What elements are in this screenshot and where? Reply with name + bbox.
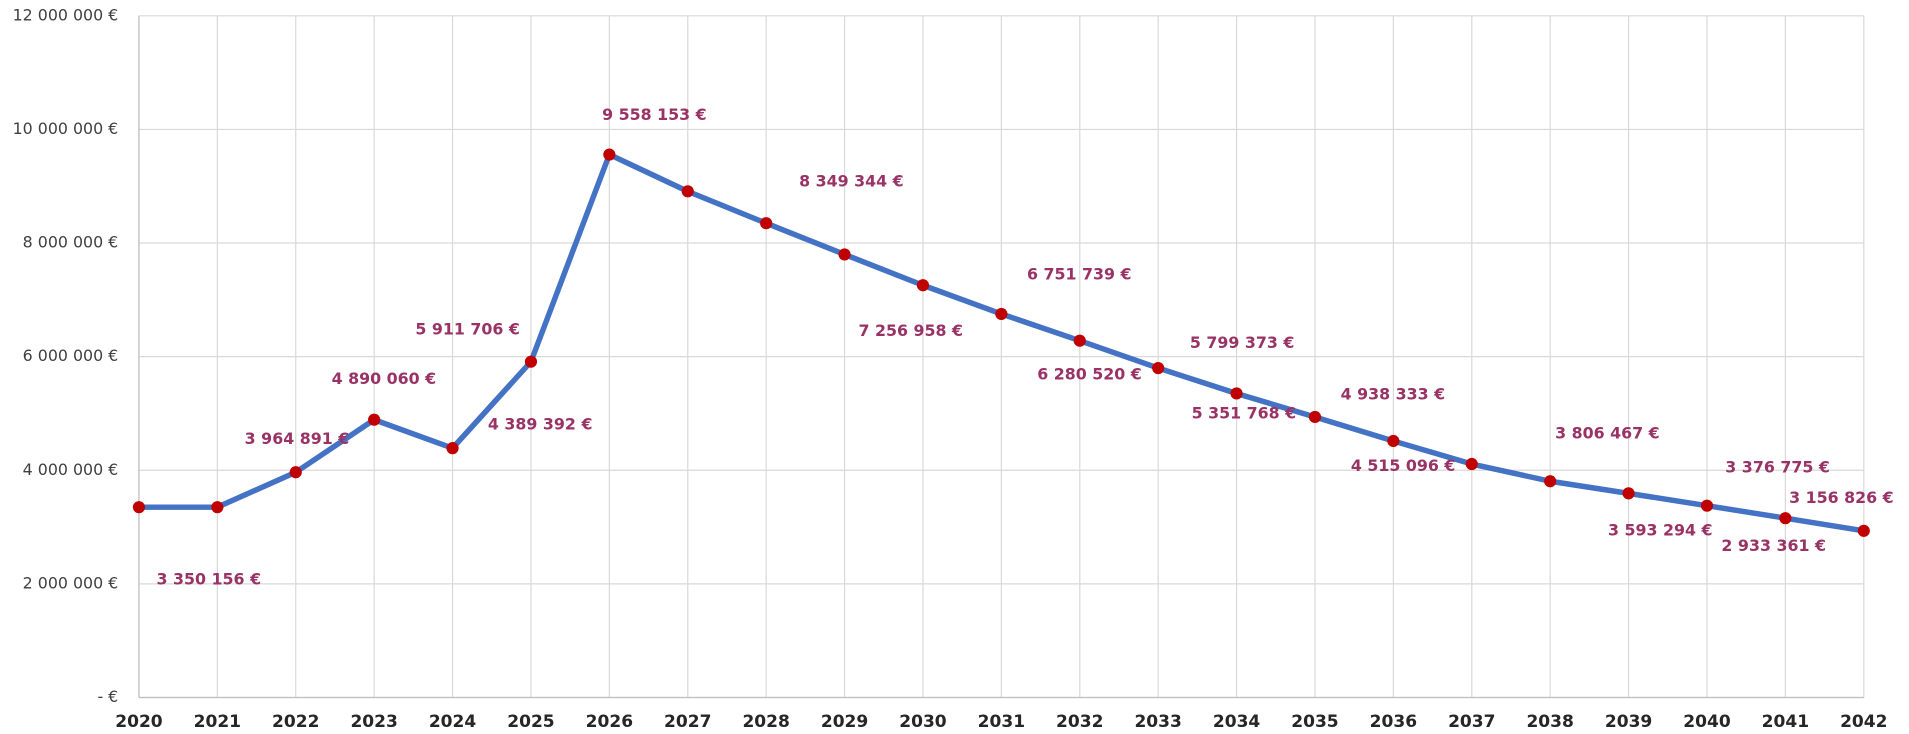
marker	[368, 413, 381, 426]
marker	[1544, 475, 1557, 488]
x-tick-label: 2030	[899, 712, 947, 732]
x-tick-label: 2026	[586, 712, 633, 732]
marker	[838, 248, 851, 261]
marker	[1387, 434, 1400, 448]
marker	[1308, 410, 1322, 424]
x-tick-label: 2042	[1840, 712, 1887, 732]
data-label: 6 751 739 €	[1027, 264, 1132, 283]
data-label: 8 349 344 €	[799, 171, 904, 190]
data-label: 6 280 520 €	[1037, 364, 1142, 383]
marker	[1073, 334, 1086, 347]
x-tick-label: 2032	[1056, 712, 1103, 732]
x-tick-label: 2029	[821, 712, 868, 732]
y-tick-label: 4 000 000 €	[23, 460, 119, 479]
x-tick-label: 2024	[429, 712, 477, 732]
y-tick-label: 2 000 000 €	[23, 573, 119, 592]
data-label: 4 890 060 €	[332, 369, 437, 388]
y-tick-label: 10 000 000 €	[13, 119, 119, 138]
x-tick-label: 2037	[1448, 712, 1495, 732]
data-label: 3 350 156 €	[157, 570, 262, 589]
y-tick-label: 12 000 000 €	[13, 5, 119, 24]
x-tick-label: 2035	[1291, 712, 1338, 732]
data-label: 4 389 392 €	[488, 415, 593, 434]
x-tick-label: 2020	[115, 712, 163, 732]
data-label: 3 964 891 €	[245, 429, 350, 448]
marker	[211, 501, 224, 514]
data-label: 5 799 373 €	[1190, 333, 1295, 352]
marker	[1622, 487, 1635, 500]
data-label: 3 593 294 €	[1608, 521, 1713, 540]
x-tick-label: 2021	[194, 712, 241, 732]
x-tick-label: 2028	[742, 712, 789, 732]
data-label: 3 376 775 €	[1725, 457, 1830, 476]
marker	[1700, 499, 1714, 512]
data-label: 5 911 706 €	[415, 320, 520, 339]
y-tick-label: 8 000 000 €	[23, 233, 119, 252]
data-label: 4 515 096 €	[1351, 456, 1456, 475]
x-tick-label: 2031	[978, 712, 1025, 732]
x-tick-label: 2034	[1213, 712, 1261, 732]
data-label: 7 256 958 €	[859, 321, 964, 340]
marker	[681, 185, 694, 198]
x-tick-label: 2038	[1526, 712, 1573, 732]
y-tick-label: - €	[97, 687, 118, 706]
x-tick-label: 2025	[507, 712, 554, 732]
x-tick-label: 2033	[1134, 712, 1181, 732]
marker	[524, 355, 538, 368]
marker	[760, 217, 773, 230]
data-label: 4 938 333 €	[1341, 385, 1446, 404]
x-tick-label: 2022	[272, 712, 319, 732]
y-tick-label: 6 000 000 €	[23, 346, 119, 365]
marker	[446, 442, 459, 455]
marker	[1152, 361, 1165, 375]
x-tick-label: 2036	[1370, 712, 1417, 732]
data-label: 9 558 153 €	[602, 105, 707, 124]
data-label: 5 351 768 €	[1192, 404, 1297, 423]
marker	[132, 501, 146, 514]
x-tick-label: 2027	[664, 712, 711, 732]
x-tick-label: 2039	[1605, 712, 1652, 732]
marker	[916, 279, 930, 292]
marker	[995, 307, 1008, 321]
data-label: 3 806 467 €	[1555, 423, 1660, 442]
x-tick-label: 2040	[1683, 712, 1731, 732]
marker	[1857, 524, 1870, 537]
data-label: 2 933 361 €	[1721, 536, 1826, 555]
marker	[603, 148, 616, 161]
marker	[289, 466, 302, 479]
marker	[1230, 387, 1243, 400]
marker	[1779, 512, 1792, 525]
data-label: 3 156 826 €	[1789, 488, 1894, 507]
marker	[1465, 457, 1478, 471]
x-tick-label: 2023	[350, 712, 397, 732]
x-tick-label: 2041	[1762, 712, 1809, 732]
